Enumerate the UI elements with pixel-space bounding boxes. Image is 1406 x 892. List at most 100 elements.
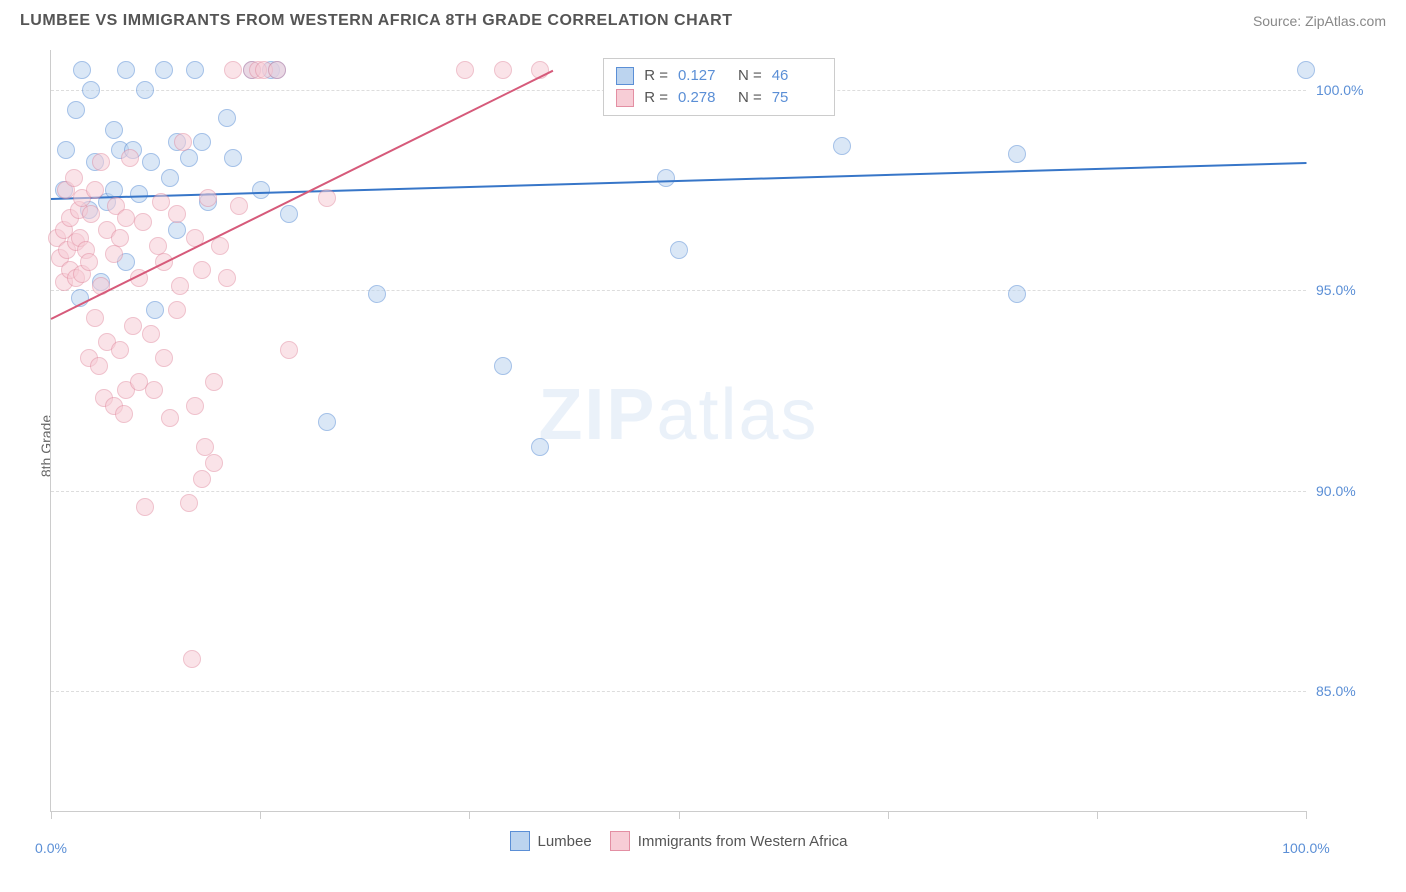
x-tick xyxy=(1306,811,1307,819)
scatter-marker xyxy=(111,341,129,359)
scatter-marker xyxy=(531,438,549,456)
legend-item: Immigrants from Western Africa xyxy=(610,831,848,851)
stats-n-value: 46 xyxy=(772,67,822,84)
scatter-marker xyxy=(252,181,270,199)
scatter-marker xyxy=(218,269,236,287)
x-tick xyxy=(888,811,889,819)
scatter-marker xyxy=(142,153,160,171)
stats-swatch xyxy=(616,67,634,85)
scatter-marker xyxy=(134,213,152,231)
legend-label: Immigrants from Western Africa xyxy=(638,833,848,850)
x-tick-label: 0.0% xyxy=(35,840,67,856)
stats-r-value: 0.278 xyxy=(678,89,728,106)
chart-source: Source: ZipAtlas.com xyxy=(1253,13,1386,29)
gridline xyxy=(51,491,1306,492)
x-tick xyxy=(469,811,470,819)
scatter-marker xyxy=(115,405,133,423)
scatter-marker xyxy=(193,470,211,488)
scatter-marker xyxy=(1008,285,1026,303)
scatter-marker xyxy=(183,650,201,668)
scatter-marker xyxy=(117,209,135,227)
y-tick-label: 90.0% xyxy=(1316,483,1376,499)
scatter-marker xyxy=(111,229,129,247)
scatter-marker xyxy=(168,221,186,239)
scatter-marker xyxy=(124,317,142,335)
legend-label: Lumbee xyxy=(538,833,592,850)
scatter-marker xyxy=(180,494,198,512)
scatter-marker xyxy=(494,61,512,79)
scatter-marker xyxy=(80,253,98,271)
scatter-marker xyxy=(670,241,688,259)
legend-swatch xyxy=(610,831,630,851)
stats-n-label: N = xyxy=(738,89,762,106)
scatter-marker xyxy=(268,61,286,79)
stats-r-value: 0.127 xyxy=(678,67,728,84)
y-tick-label: 95.0% xyxy=(1316,282,1376,298)
scatter-marker xyxy=(86,309,104,327)
x-tick-label: 100.0% xyxy=(1282,840,1329,856)
scatter-marker xyxy=(152,193,170,211)
stats-row: R =0.127N =46 xyxy=(616,65,822,87)
scatter-marker xyxy=(92,153,110,171)
legend-swatch xyxy=(510,831,530,851)
chart-title: LUMBEE VS IMMIGRANTS FROM WESTERN AFRICA… xyxy=(20,12,733,30)
scatter-marker xyxy=(494,357,512,375)
chart-container: 8th Grade ZIPatlas 85.0%90.0%95.0%100.0%… xyxy=(50,50,1386,842)
scatter-marker xyxy=(186,61,204,79)
scatter-marker xyxy=(73,61,91,79)
scatter-marker xyxy=(105,245,123,263)
scatter-marker xyxy=(82,205,100,223)
legend: Lumbee Immigrants from Western Africa xyxy=(510,831,848,851)
chart-header: LUMBEE VS IMMIGRANTS FROM WESTERN AFRICA… xyxy=(0,0,1406,38)
scatter-marker xyxy=(657,169,675,187)
scatter-marker xyxy=(193,261,211,279)
scatter-marker xyxy=(1008,145,1026,163)
scatter-marker xyxy=(57,141,75,159)
scatter-marker xyxy=(205,373,223,391)
y-tick-label: 100.0% xyxy=(1316,82,1376,98)
scatter-marker xyxy=(121,149,139,167)
scatter-marker xyxy=(67,101,85,119)
scatter-marker xyxy=(155,349,173,367)
scatter-marker xyxy=(211,237,229,255)
scatter-marker xyxy=(90,357,108,375)
scatter-marker xyxy=(199,189,217,207)
scatter-marker xyxy=(224,149,242,167)
x-tick xyxy=(51,811,52,819)
x-tick xyxy=(260,811,261,819)
scatter-marker xyxy=(280,205,298,223)
scatter-marker xyxy=(82,81,100,99)
gridline xyxy=(51,290,1306,291)
scatter-marker xyxy=(86,181,104,199)
stats-n-value: 75 xyxy=(772,89,822,106)
scatter-marker xyxy=(155,61,173,79)
scatter-marker xyxy=(224,61,242,79)
stats-n-label: N = xyxy=(738,67,762,84)
scatter-marker xyxy=(142,325,160,343)
scatter-marker xyxy=(130,185,148,203)
scatter-marker xyxy=(230,197,248,215)
stats-box: R = 0.127 N = 46 R = 0.278 N = 75 xyxy=(603,58,835,116)
scatter-marker xyxy=(280,341,298,359)
scatter-marker xyxy=(117,61,135,79)
stats-row: R = 0.278 N = 75 xyxy=(616,87,822,109)
scatter-marker xyxy=(186,397,204,415)
scatter-marker xyxy=(136,81,154,99)
scatter-marker xyxy=(218,109,236,127)
scatter-marker xyxy=(174,133,192,151)
scatter-marker xyxy=(171,277,189,295)
gridline xyxy=(51,691,1306,692)
scatter-marker xyxy=(180,149,198,167)
watermark-bold: ZIP xyxy=(538,375,656,455)
scatter-marker xyxy=(368,285,386,303)
scatter-marker xyxy=(168,205,186,223)
y-tick-label: 85.0% xyxy=(1316,683,1376,699)
x-tick xyxy=(679,811,680,819)
stats-r-label: R = xyxy=(644,89,668,106)
scatter-marker xyxy=(161,169,179,187)
scatter-marker xyxy=(833,137,851,155)
x-tick xyxy=(1097,811,1098,819)
scatter-marker xyxy=(161,409,179,427)
scatter-marker xyxy=(193,133,211,151)
scatter-marker xyxy=(205,454,223,472)
